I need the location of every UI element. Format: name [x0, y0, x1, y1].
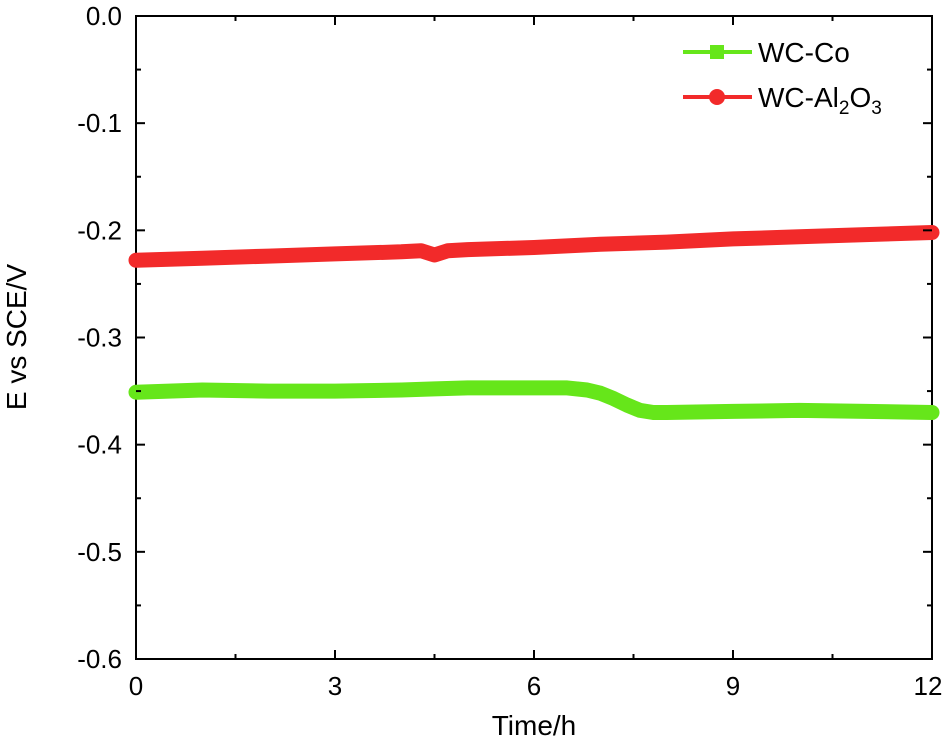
legend-label-wc-al2o3: WC-Al2O3: [758, 82, 882, 119]
ticks-layer: 0 3 6 9 12 0.0 -0.1 -0.2 -0.3 -0.4 -0.5 -0.6: [77, 1, 942, 701]
y-tick-label: -0.1: [77, 108, 122, 138]
series-layer: [128, 225, 940, 420]
y-tick-label: -0.6: [77, 644, 122, 674]
x-axis-title: Time/h: [492, 710, 577, 741]
y-tick-label: -0.2: [77, 215, 122, 245]
x-tick-label: 0: [129, 671, 143, 701]
x-tick-label: 12: [914, 671, 943, 701]
x-tick-label: 6: [527, 671, 541, 701]
legend-marker-wc-al2o3: [709, 89, 725, 105]
legend-label-wc-al2o3-mid: O: [849, 82, 871, 113]
series-line-wc-co: [128, 380, 940, 420]
legend-label-wc-al2o3-main: WC-Al: [758, 82, 839, 113]
legend-label-wc-al2o3-sub1: 2: [839, 98, 850, 119]
y-tick-label: -0.3: [77, 323, 122, 353]
y-tick-label: -0.4: [77, 430, 122, 460]
y-axis-title: E vs SCE/V: [1, 264, 32, 411]
x-tick-label: 3: [328, 671, 342, 701]
legend-label-wc-al2o3-sub2: 3: [871, 98, 882, 119]
series-line-wc-al2o3: [128, 225, 940, 268]
x-tick-label: 9: [726, 671, 740, 701]
y-tick-label: 0.0: [86, 1, 122, 31]
legend-marker-wc-co: [710, 45, 724, 59]
legend: WC-Co WC-Al2O3: [683, 37, 882, 119]
y-tick-label: -0.5: [77, 537, 122, 567]
legend-label-wc-co: WC-Co: [758, 37, 850, 68]
